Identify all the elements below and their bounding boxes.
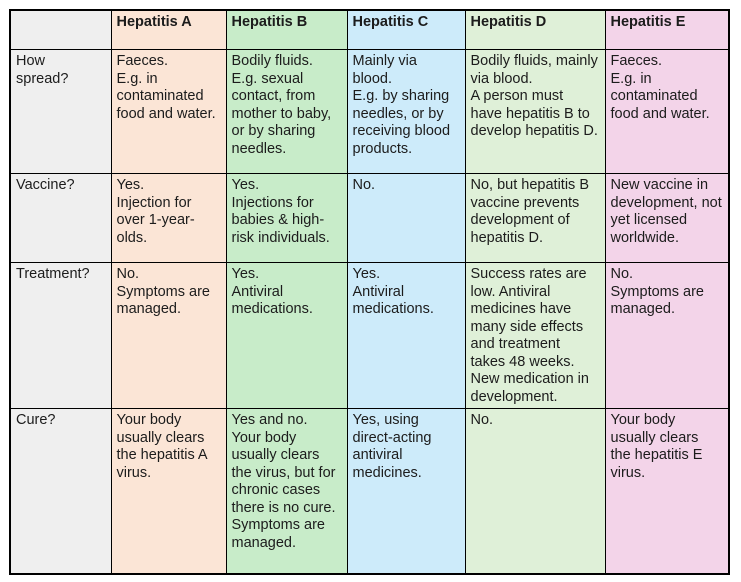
table-row-how-spread: How spread? Faeces. E.g. in contaminated… <box>9 49 730 174</box>
column-header-hepatitis-c: Hepatitis C <box>346 9 466 50</box>
row-label-how-spread: How spread? <box>9 49 112 174</box>
cell-spread-hepatitis-c: Mainly via blood. E.g. by sharing needle… <box>346 49 466 174</box>
cell-treatment-hepatitis-e: No. Symptoms are managed. <box>604 262 730 409</box>
cell-spread-hepatitis-d: Bodily fluids, mainly via blood. A perso… <box>464 49 606 174</box>
cell-treatment-hepatitis-c: Yes. Antiviral medications. <box>346 262 466 409</box>
row-label-vaccine: Vaccine? <box>9 173 112 263</box>
row-label-treatment: Treatment? <box>9 262 112 409</box>
hepatitis-comparison-table: Hepatitis A Hepatitis B Hepatitis C Hepa… <box>9 9 730 575</box>
cell-cure-hepatitis-d: No. <box>464 408 606 575</box>
cell-treatment-hepatitis-d: Success rates are low. Antiviral medicin… <box>464 262 606 409</box>
column-header-hepatitis-a: Hepatitis A <box>110 9 227 50</box>
header-row: Hepatitis A Hepatitis B Hepatitis C Hepa… <box>9 9 730 50</box>
table-row-cure: Cure? Your body usually clears the hepat… <box>9 408 730 575</box>
row-label-cure: Cure? <box>9 408 112 575</box>
cell-vaccine-hepatitis-a: Yes. Injection for over 1-year-olds. <box>110 173 227 263</box>
cell-cure-hepatitis-a: Your body usually clears the hepatitis A… <box>110 408 227 575</box>
column-header-hepatitis-b: Hepatitis B <box>225 9 348 50</box>
cell-spread-hepatitis-b: Bodily fluids. E.g. sexual contact, from… <box>225 49 348 174</box>
cell-cure-hepatitis-e: Your body usually clears the hepatitis E… <box>604 408 730 575</box>
column-header-hepatitis-e: Hepatitis E <box>604 9 730 50</box>
cell-spread-hepatitis-a: Faeces. E.g. in contaminated food and wa… <box>110 49 227 174</box>
cell-treatment-hepatitis-a: No. Symptoms are managed. <box>110 262 227 409</box>
cell-spread-hepatitis-e: Faeces. E.g. in contaminated food and wa… <box>604 49 730 174</box>
cell-vaccine-hepatitis-c: No. <box>346 173 466 263</box>
column-header-hepatitis-d: Hepatitis D <box>464 9 606 50</box>
corner-cell <box>9 9 112 50</box>
cell-vaccine-hepatitis-e: New vaccine in development, not yet lice… <box>604 173 730 263</box>
cell-vaccine-hepatitis-b: Yes. Injections for babies & high-risk i… <box>225 173 348 263</box>
table-row-treatment: Treatment? No. Symptoms are managed. Yes… <box>9 262 730 409</box>
cell-cure-hepatitis-b: Yes and no. Your body usually clears the… <box>225 408 348 575</box>
table-row-vaccine: Vaccine? Yes. Injection for over 1-year-… <box>9 173 730 263</box>
cell-vaccine-hepatitis-d: No, but hepatitis B vaccine prevents dev… <box>464 173 606 263</box>
cell-treatment-hepatitis-b: Yes. Antiviral medications. <box>225 262 348 409</box>
cell-cure-hepatitis-c: Yes, using direct-acting antiviral medic… <box>346 408 466 575</box>
